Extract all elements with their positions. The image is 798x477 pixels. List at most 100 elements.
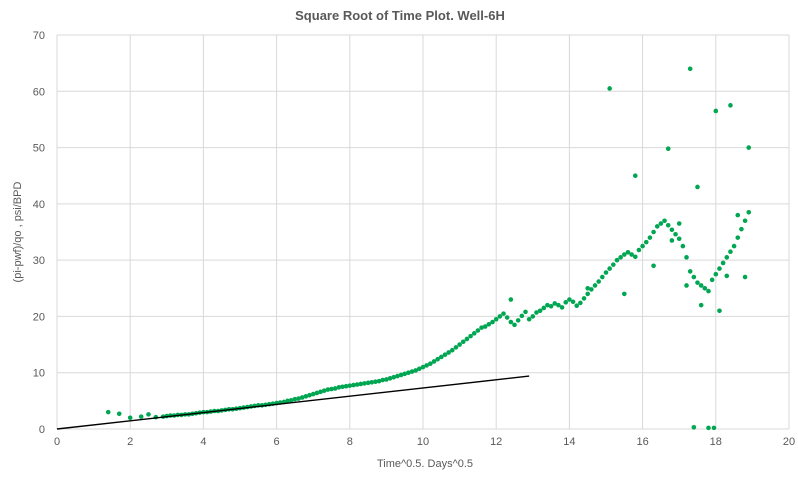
data-point	[728, 249, 733, 254]
x-tick-labels: 0 2 4 6 8 10 12 14 16 18 20	[54, 436, 795, 448]
data-point	[428, 361, 433, 367]
data-point	[567, 297, 572, 302]
data-point	[497, 314, 503, 319]
data-point	[515, 318, 521, 323]
y-tick-label: 30	[33, 255, 45, 267]
data-point	[676, 236, 682, 242]
data-point	[358, 381, 364, 387]
data-point	[439, 354, 444, 360]
data-point	[471, 331, 477, 336]
data-point	[687, 269, 693, 274]
data-point	[680, 243, 686, 249]
data-point	[629, 252, 634, 257]
x-tick-label: 6	[274, 436, 280, 448]
x-tick-label: 18	[710, 436, 722, 448]
data-point	[303, 394, 309, 399]
data-point	[146, 412, 151, 417]
data-point	[464, 336, 470, 342]
data-point	[409, 369, 415, 374]
x-tick-label: 14	[563, 436, 575, 448]
data-point	[116, 411, 122, 417]
data-point	[431, 359, 437, 364]
data-point	[654, 224, 660, 229]
data-point	[384, 377, 389, 382]
data-point	[695, 280, 700, 285]
data-point	[556, 302, 561, 308]
data-point	[288, 397, 294, 403]
data-point	[735, 235, 741, 240]
data-point	[380, 377, 386, 383]
data-point	[589, 287, 594, 292]
data-point	[504, 315, 510, 320]
y-tick-label: 20	[33, 311, 45, 323]
data-point	[336, 385, 342, 390]
data-point	[138, 414, 144, 419]
data-point	[391, 374, 397, 380]
data-point	[398, 372, 404, 378]
data-point	[731, 243, 737, 249]
data-point	[369, 379, 375, 385]
data-point	[673, 231, 678, 237]
data-point	[581, 296, 587, 301]
x-tick-label: 2	[127, 436, 133, 448]
data-point	[559, 305, 565, 310]
data-point	[720, 260, 726, 266]
data-point	[618, 255, 623, 260]
data-point	[706, 425, 711, 431]
x-tick-label: 20	[783, 436, 795, 448]
data-point	[325, 387, 331, 392]
data-point	[603, 270, 609, 275]
data-point	[647, 235, 653, 240]
x-axis-title: Time^0.5. Days^0.5	[377, 458, 473, 470]
data-point	[665, 146, 671, 151]
data-point	[651, 229, 656, 235]
data-point	[453, 345, 459, 350]
data-point	[512, 322, 517, 328]
data-points	[105, 66, 752, 431]
data-point	[340, 384, 345, 390]
data-point	[607, 266, 612, 271]
data-point	[545, 302, 550, 308]
data-point	[585, 285, 590, 291]
data-point	[563, 300, 569, 305]
data-point	[314, 390, 320, 396]
data-point	[717, 266, 722, 271]
data-point	[490, 319, 495, 325]
data-point	[318, 389, 323, 395]
data-point	[534, 310, 539, 315]
data-point	[713, 271, 719, 277]
data-point	[329, 386, 334, 392]
data-point	[424, 363, 429, 368]
data-point	[493, 316, 499, 322]
data-point	[746, 210, 752, 215]
data-point	[570, 299, 576, 305]
grid-lines	[56, 34, 790, 430]
data-point	[600, 274, 605, 280]
data-point	[307, 392, 312, 398]
data-point	[479, 325, 484, 330]
data-point	[343, 383, 349, 389]
data-point	[665, 222, 671, 228]
data-point	[574, 303, 580, 309]
data-point	[691, 425, 697, 430]
data-point	[742, 218, 748, 224]
y-tick-label: 0	[39, 424, 45, 436]
x-tick-label: 10	[417, 436, 429, 448]
data-point	[698, 302, 704, 308]
data-point	[332, 386, 338, 391]
data-point	[519, 313, 525, 319]
data-point	[687, 66, 693, 72]
data-point	[728, 103, 733, 108]
y-tick-label: 10	[33, 368, 45, 380]
data-point	[347, 383, 353, 388]
data-point	[698, 283, 704, 288]
data-point	[376, 378, 382, 384]
data-point	[669, 238, 675, 243]
data-point	[449, 347, 455, 353]
data-point	[622, 291, 627, 297]
data-point	[299, 395, 305, 400]
data-point	[417, 366, 422, 372]
data-point	[706, 288, 711, 294]
data-point	[508, 297, 514, 302]
x-tick-label: 12	[490, 436, 502, 448]
